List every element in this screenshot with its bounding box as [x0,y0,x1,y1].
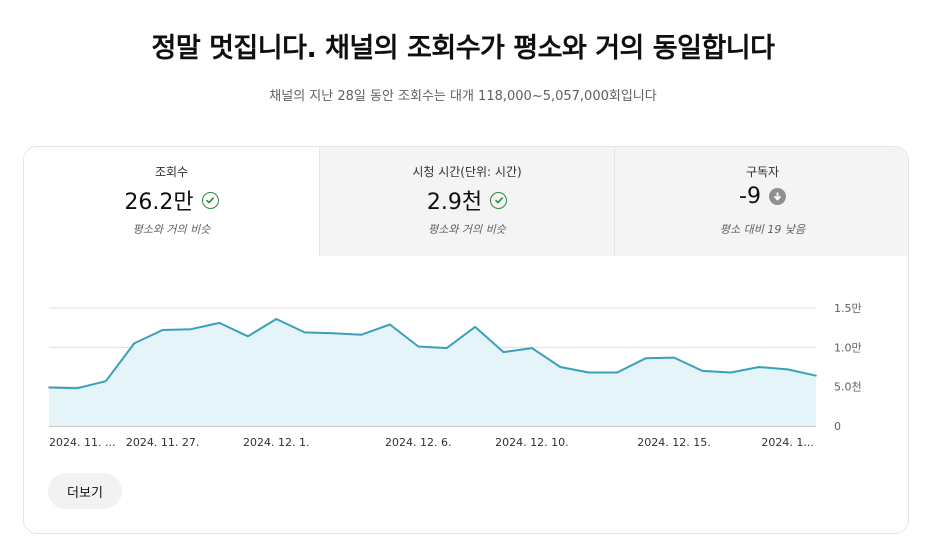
y-tick-label: 5.0천 [834,380,862,394]
data-point [48,386,50,389]
metric-status: 평소 대비 19 낮음 [719,223,806,236]
x-tick-label: 2024. 12. 15. [637,436,710,449]
x-tick-label: 2024. 12. 10. [495,436,568,449]
data-point [758,366,760,368]
views-line-chart: 0 5.0천 1.0만 1.5만 2024. 11. ... 2024. 11. 27. 2… [48,302,862,449]
page-headline: 정말 멋집니다. 채널의 조회수가 평소와 거의 동일합니다 [151,33,775,64]
y-tick-label: 0 [834,420,841,433]
y-tick-label: 1.0만 [834,341,862,354]
metric-value: -9 [739,184,761,209]
data-point [161,329,164,331]
metric-tab-views[interactable]: 조회수 26.2만 평소와 거의 비슷 [24,147,319,256]
page-subheadline: 채널의 지난 28일 동안 조회수는 대개 118,000~5,057,000회… [269,89,657,104]
metric-label: 시청 시간(단위: 시간) [412,165,522,179]
data-point [133,342,136,345]
metric-label: 구독자 [745,165,780,179]
x-tick-label: 2024. 11. 27. [126,436,199,449]
data-point [587,371,590,374]
y-tick-label: 1.5만 [834,302,862,315]
data-point [815,374,817,377]
stats-card: 조회수 26.2만 평소와 거의 비슷 시청 시간(단위: 시간) 2.9천 평… [23,146,909,534]
x-tick-label: 2024. 1... [761,436,813,449]
data-point [559,366,562,368]
x-tick-label: 2024. 12. 1. [243,436,309,449]
data-point [303,331,306,334]
data-point [218,322,221,324]
metric-value: 26.2만 [124,190,194,215]
metric-status: 평소와 거의 비슷 [132,223,211,236]
data-point [190,328,192,331]
data-point [474,326,476,328]
data-point [502,351,505,353]
data-point [389,323,391,326]
views-line [48,318,817,390]
arrow-down-circle-icon [768,188,786,205]
metric-tabs: 조회수 26.2만 평소와 거의 비슷 시청 시간(단위: 시간) 2.9천 평… [24,147,908,256]
data-point [644,357,647,360]
check-circle-icon [490,191,508,209]
more-button[interactable]: 더보기 [48,473,122,509]
data-point [531,347,533,349]
data-point [616,371,618,374]
metric-value: 2.9천 [426,190,483,215]
data-point [673,356,675,359]
data-point [729,371,732,374]
data-point [332,332,334,334]
data-point [786,368,789,371]
metric-tab-watch-time[interactable]: 시청 시간(단위: 시간) 2.9천 평소와 거의 비슷 [319,147,614,256]
data-point [275,318,278,320]
data-point [360,333,363,336]
data-point [701,370,704,372]
metric-tab-subscribers[interactable]: 구독자 -9 평소 대비 19 낮음 [614,147,908,256]
data-point [417,345,420,348]
views-area [49,319,816,426]
check-circle-icon [201,191,219,209]
metric-label: 조회수 [154,165,189,179]
data-point [76,387,79,390]
metric-status: 평소와 거의 비슷 [428,223,506,236]
data-point [445,347,448,349]
data-point [105,380,107,382]
x-tick-label: 2024. 11. ... [49,436,115,449]
data-point [247,335,249,338]
x-tick-label: 2024. 12. 6. [385,436,451,449]
